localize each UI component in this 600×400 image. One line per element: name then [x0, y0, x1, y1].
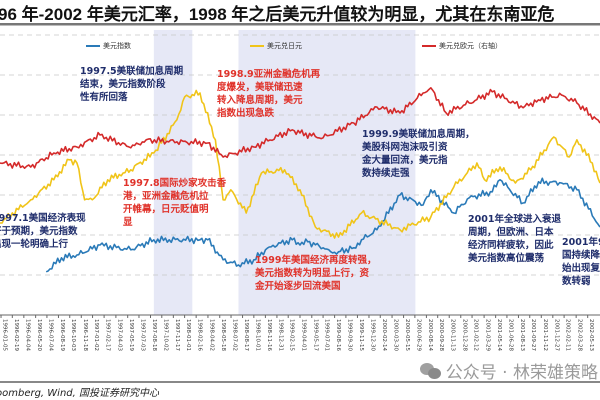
- x-tick-label: 1999-07-01: [324, 319, 330, 351]
- x-tick-label: 2000-09-28: [438, 319, 444, 351]
- x-tick-label: 2001-12-27: [553, 319, 559, 351]
- x-tick-label: 1998-08-17: [243, 319, 249, 351]
- legend-swatch: [250, 45, 264, 47]
- watermark-text: 公众号 · 林荣雄策略: [445, 363, 598, 383]
- x-tick-label: 1997-07-03: [139, 319, 145, 351]
- x-tick-label: 1998-04-02: [208, 319, 214, 351]
- x-tick-label: 1999-09-30: [346, 319, 352, 351]
- legend-swatch: [86, 45, 100, 47]
- x-tick-label: 1996-05-20: [36, 319, 42, 351]
- x-tick-label: 2000-02-14: [381, 319, 387, 351]
- x-tick-label: 1999-05-17: [312, 319, 318, 351]
- annotation-1997-8: 1997.8国际炒家攻击香 港，亚洲金融危机拉 开帷幕，日元贬值明 显: [123, 178, 227, 228]
- x-tick-label: 2000-05-15: [404, 319, 410, 351]
- source-note: oomberg, Wind, 国投证券研究中心: [0, 388, 160, 399]
- shaded-period: [153, 30, 193, 315]
- series-line-1: [0, 89, 600, 239]
- legend-swatch: [422, 45, 436, 47]
- x-tick-label: 1998-11-16: [266, 319, 272, 351]
- x-tick-label: 2002-05-13: [588, 319, 594, 351]
- legend-item-usdeur: 美元兑欧元（右轴）: [422, 41, 502, 51]
- x-tick-label: 1999-04-01: [301, 319, 307, 351]
- x-tick-label: 1996-04-04: [24, 319, 30, 351]
- x-tick-label: 1998-12-31: [277, 319, 283, 351]
- x-tick-label: 1998-05-18: [220, 319, 226, 351]
- x-tick-label: 1997-10-02: [162, 319, 168, 351]
- x-tick-label: 1999-12-30: [369, 319, 375, 351]
- x-tick-label: 2001-08-13: [519, 319, 525, 351]
- x-tick-label: 1999-08-16: [335, 319, 341, 351]
- x-tick-label: 2001-03-29: [485, 319, 491, 351]
- wechat-icon: [419, 362, 442, 379]
- x-tick-label: 1997-04-03: [116, 319, 122, 351]
- x-tick-label: 1996-10-03: [70, 319, 76, 351]
- x-tick-label: 2000-03-30: [393, 319, 399, 351]
- series-line-2: [0, 87, 600, 169]
- annotation-1998-9: 1998.9亚洲金融危机再 度爆发，美联储迅速 转入降息周期，美元 指数出现急跌: [217, 69, 321, 119]
- x-tick-label: 1999-02-15: [289, 319, 295, 351]
- legend-item-usdjpy: 美元兑日元: [250, 41, 302, 51]
- legend-label: 美元兑日元: [267, 42, 302, 50]
- legend-label: 美元兑欧元（右轴）: [439, 42, 502, 50]
- x-tick-label: 2002-02-11: [565, 319, 571, 351]
- annotation-1997-5: 1997.5美联储加息周期 结束，美元指数阶段 性有所回落: [80, 66, 184, 103]
- annotation-1997-1: 1997.1美国经济表现 好于预期，美元指数 出现一轮明确上行: [0, 213, 86, 250]
- annotation-2001-9: 2001年9月美 国持续降息 始出现复 数转弱: [562, 237, 600, 287]
- x-tick-label: 2002-03-28: [577, 319, 583, 351]
- x-tick-label: 1997-11-17: [174, 319, 180, 351]
- x-tick-label: 1997-08-18: [151, 319, 157, 351]
- x-tick-label: 1998-01-01: [185, 319, 191, 351]
- x-tick-label: 1997-05-19: [128, 319, 134, 351]
- x-tick-label: 1996-07-04: [47, 319, 53, 351]
- x-tick-label: 1998-02-16: [197, 319, 203, 351]
- x-tick-label: 1996-01-05: [2, 319, 8, 351]
- x-tick-label: 2001-09-27: [530, 319, 536, 351]
- x-tick-label: 1997-02-17: [105, 319, 111, 351]
- x-tick-label: 1996-02-19: [13, 319, 19, 351]
- annotation-2001: 2001年全球进入衰退 周期，但欧洲、日本 经济同样疲软，因此 美元指数高位震荡: [468, 214, 561, 264]
- watermark: 公众号 · 林荣雄策略: [419, 358, 598, 383]
- x-tick-label: 2001-02-12: [473, 319, 479, 351]
- x-tick-label: 1997-01-02: [93, 319, 99, 351]
- x-tick-label: 2001-05-14: [496, 319, 502, 351]
- x-tick-label: 2000-08-14: [427, 319, 433, 351]
- annotation-1999: 1999年美国经济再度转强， 美元指数转为明显上行，资 金开始逐步回流美国: [255, 255, 377, 292]
- source-divider: [0, 381, 600, 383]
- x-tick-label: 1998-10-01: [254, 319, 260, 351]
- x-tick-label: 2000-12-28: [461, 319, 467, 351]
- shaded-period: [238, 30, 416, 315]
- chart-title: 96 年-2002 年美元汇率，1998 年之后美元升值较为明显，尤其在东南亚危: [0, 5, 555, 24]
- x-tick-label: 1996-11-18: [82, 319, 88, 351]
- legend-label: 美元指数: [103, 42, 131, 50]
- x-tick-label: 1999-11-15: [358, 319, 364, 351]
- x-tick-label: 2001-11-12: [542, 319, 548, 351]
- annotation-1999-9: 1999.9美联储加息周期， 美股科网泡沫吸引资 金大量回流，美元指 数持续走强: [362, 129, 475, 179]
- legend: 美元指数 美元兑日元 美元兑欧元（右轴）: [0, 41, 600, 55]
- x-tick-label: 2001-06-28: [507, 319, 513, 351]
- x-tick-label: 1998-07-02: [232, 319, 238, 351]
- x-tick-label: 1996-08-19: [59, 319, 65, 351]
- legend-item-dollar-index: 美元指数: [86, 41, 131, 51]
- x-tick-label: 2000-06-29: [415, 319, 421, 351]
- series-line-0: [45, 177, 600, 273]
- title-divider: [0, 23, 600, 26]
- x-tick-label: 2000-11-13: [450, 319, 456, 351]
